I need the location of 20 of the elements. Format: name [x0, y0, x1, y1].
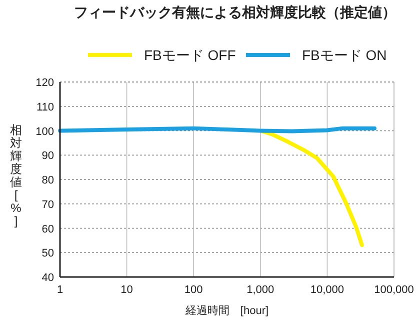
x-tick-label: 10,000 — [310, 284, 344, 296]
x-tick-label: 100 — [184, 284, 203, 296]
y-tick-label: 60 — [42, 223, 54, 236]
y-tick-label: 120 — [36, 77, 54, 89]
chart-title: フィードバック有無による相対輝度比較（推定値） — [74, 4, 396, 20]
y-tick-label: 90 — [42, 150, 54, 162]
y-tick-label: 70 — [42, 198, 54, 211]
x-tick-label: 10 — [120, 284, 133, 296]
legend-label: FBモード ON — [302, 47, 387, 63]
y-tick-label: 80 — [42, 174, 54, 186]
x-axis-title: 経過時間 [hour] — [184, 304, 269, 317]
y-axis-title: 相対輝度値[%] — [10, 123, 22, 228]
x-tick-label: 1,000 — [246, 284, 274, 296]
x-tick-label: 100,000 — [374, 284, 414, 296]
y-tick-label: 110 — [36, 101, 54, 114]
y-tick-label: 40 — [42, 272, 54, 284]
legend-label: FBモード OFF — [144, 47, 236, 63]
y-tick-label: 100 — [36, 126, 54, 138]
y-tick-label: 50 — [42, 248, 54, 260]
x-tick-label: 1 — [56, 284, 64, 296]
